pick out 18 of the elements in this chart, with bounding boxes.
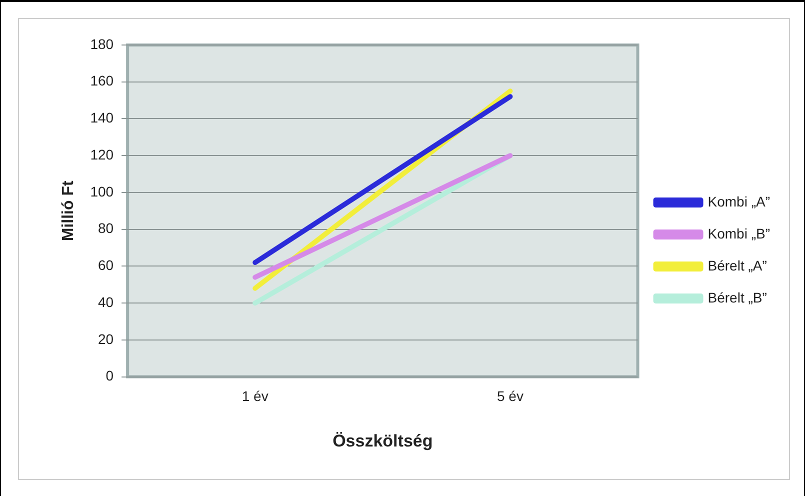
x-tick-label: 5 év [496, 388, 524, 404]
y-axis-title: Millió Ft [60, 180, 78, 242]
y-tick-label: 100 [90, 183, 114, 200]
y-tick-label: 160 [90, 72, 114, 89]
legend-label: Bérelt „B” [708, 289, 768, 306]
y-tick-label: 140 [90, 110, 114, 126]
y-tick-label: 0 [106, 368, 114, 384]
legend-label: Kombi „B” [708, 225, 770, 242]
y-tick-label: 60 [98, 257, 114, 274]
y-tick-label: 80 [98, 220, 114, 236]
y-tick-label: 120 [90, 146, 114, 162]
x-tick-label: 1 év [242, 388, 268, 404]
legend-label: Bérelt „A” [708, 257, 768, 274]
legend-label: Kombi „A” [708, 193, 770, 210]
x-axis-title: Összköltség [332, 431, 433, 450]
y-tick-label: 20 [98, 330, 114, 347]
y-tick-label: 180 [90, 36, 114, 52]
y-tick-label: 40 [98, 294, 114, 310]
